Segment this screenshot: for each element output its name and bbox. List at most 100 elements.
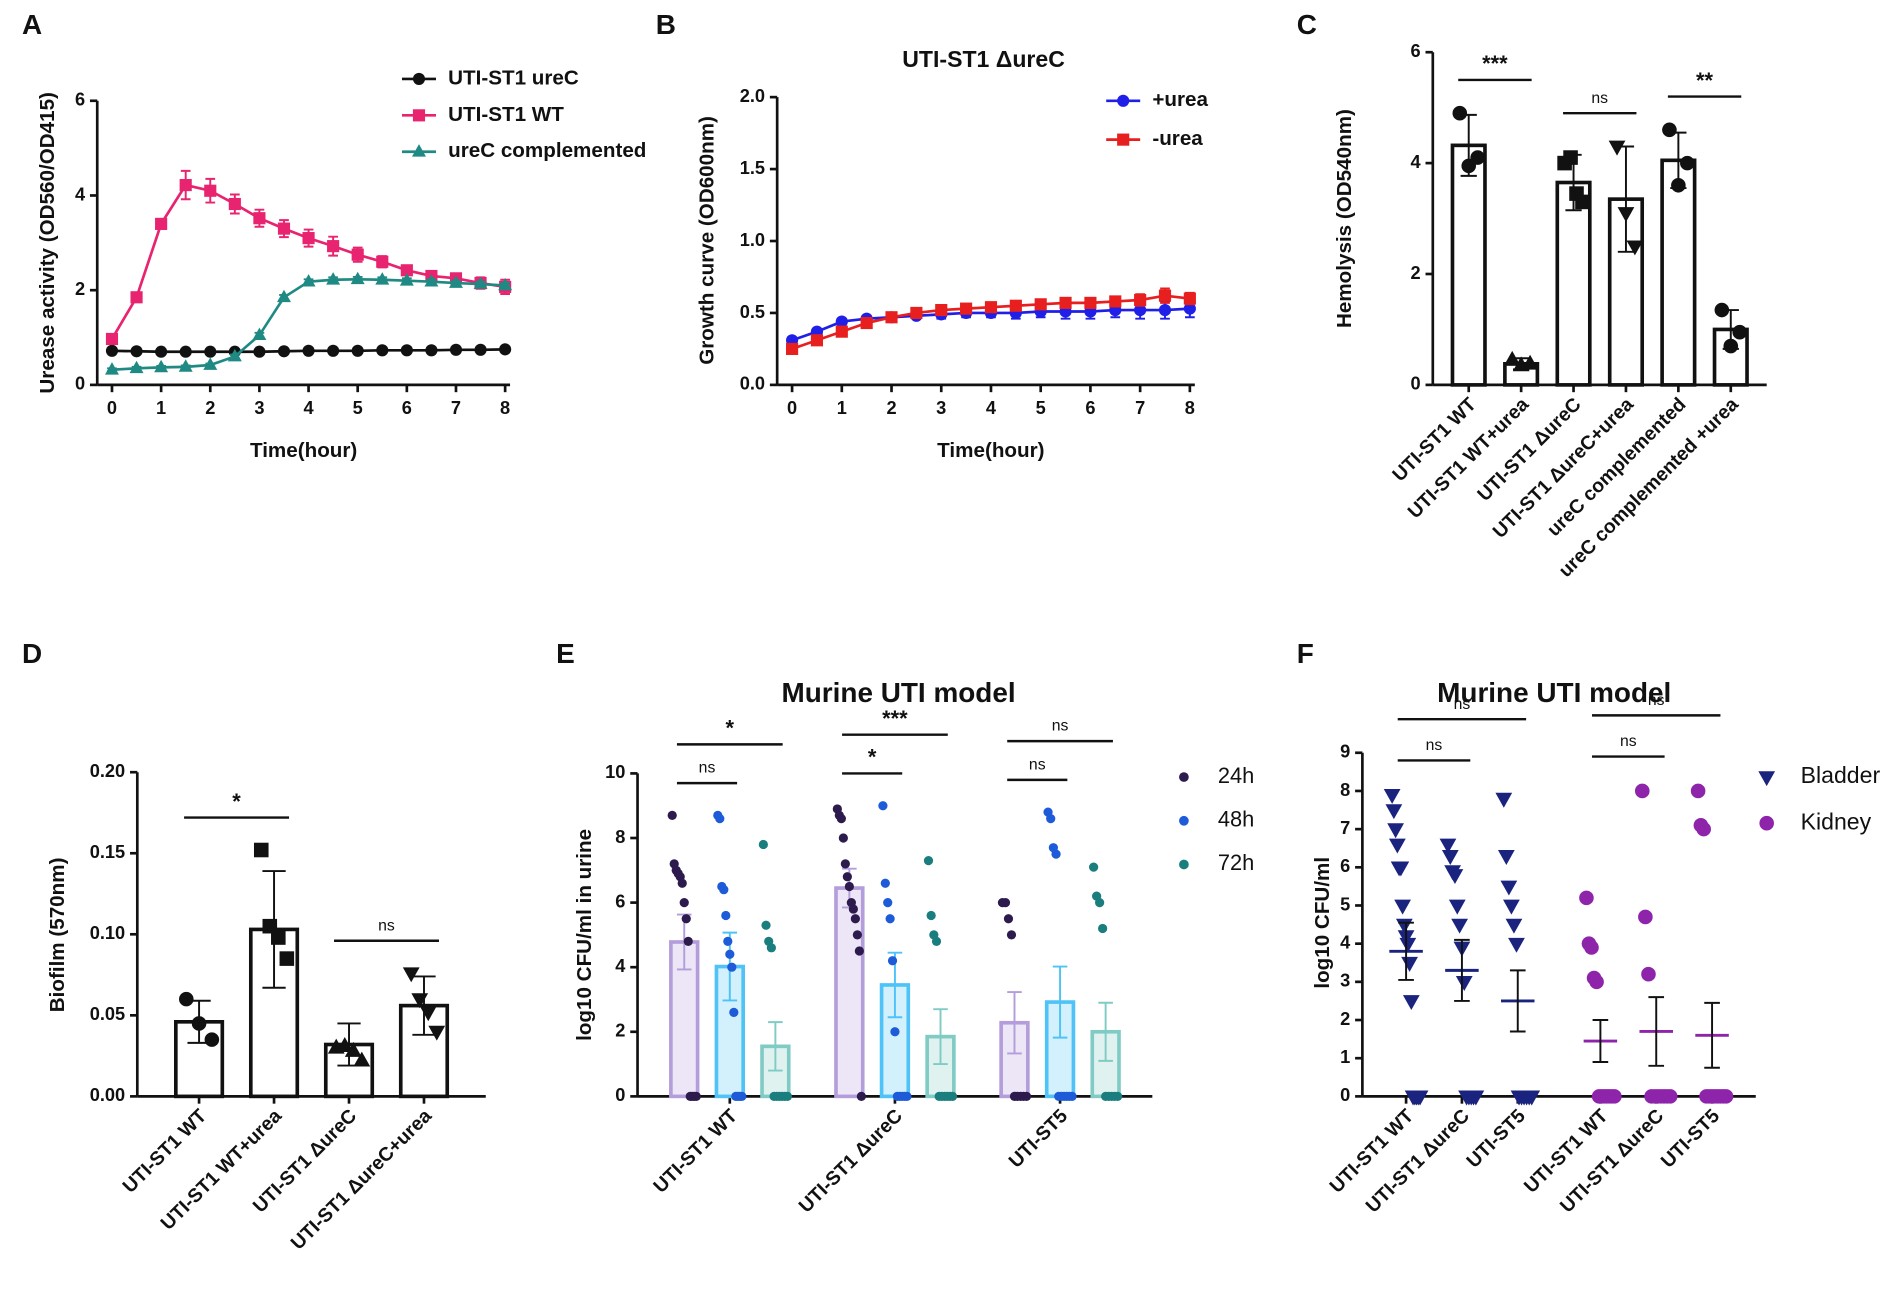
data-point — [1638, 909, 1653, 925]
data-point — [1084, 296, 1097, 309]
significance-label: ns — [1052, 718, 1069, 735]
data-point — [129, 360, 144, 374]
data-point — [835, 325, 848, 338]
data-point — [279, 951, 295, 966]
data-point — [1006, 930, 1017, 940]
y-tick-label: 4 — [1411, 152, 1422, 172]
data-point — [1718, 1089, 1734, 1104]
significance-label: ** — [1696, 68, 1714, 93]
data-point — [885, 311, 898, 324]
significance-label: ns — [1426, 737, 1443, 754]
data-point — [419, 1006, 437, 1022]
data-point — [179, 345, 192, 358]
data-point — [1589, 974, 1604, 990]
data-point — [1009, 299, 1022, 312]
data-point — [344, 1041, 362, 1057]
y-tick-label: 0 — [615, 1085, 625, 1105]
x-tick-label: 8 — [1185, 398, 1195, 418]
significance-label: *** — [882, 706, 908, 731]
data-point — [1671, 177, 1686, 193]
y-tick-label: 0.10 — [90, 923, 125, 943]
data-point — [104, 362, 119, 375]
error-bar — [1704, 1001, 1720, 1069]
data-point — [1051, 849, 1061, 859]
data-point — [204, 1032, 220, 1047]
legend-marker — [1179, 859, 1189, 870]
legend-label: 72h — [1218, 850, 1254, 875]
x-tick-label: UTI-ST1 ΔureC — [1556, 1105, 1668, 1217]
y-tick-label: 5 — [1340, 894, 1350, 914]
data-point — [277, 222, 291, 235]
x-tick-label: 3 — [936, 398, 946, 418]
data-point — [835, 315, 848, 328]
data-point — [1394, 899, 1411, 915]
data-point — [737, 1091, 747, 1101]
y-axis-label: Growth curve (OD600nm) — [695, 116, 718, 365]
data-point — [935, 303, 948, 317]
data-point — [1158, 303, 1172, 317]
legend-marker — [1179, 772, 1189, 782]
data-point — [887, 956, 898, 966]
data-point — [1388, 838, 1406, 854]
data-point — [499, 343, 512, 356]
data-point — [1034, 298, 1047, 311]
panel-letter: B — [656, 9, 676, 40]
data-point — [411, 993, 429, 1009]
data-point — [353, 1051, 371, 1067]
data-point — [947, 1091, 958, 1101]
x-tick-label: 5 — [1036, 398, 1046, 418]
data-point — [1109, 295, 1122, 308]
data-point — [723, 936, 733, 946]
y-tick-label: 0 — [1411, 374, 1421, 394]
error-bar — [1007, 991, 1022, 1055]
significance-label: ns — [1454, 696, 1471, 713]
data-point — [1392, 861, 1410, 877]
data-point — [130, 345, 143, 358]
panel-letter: A — [22, 9, 42, 40]
series-line — [110, 183, 506, 340]
data-point — [1575, 194, 1590, 210]
data-point — [1508, 937, 1525, 953]
data-point — [375, 272, 390, 285]
data-point — [302, 344, 315, 357]
data-point — [885, 914, 895, 924]
legend-marker — [1117, 133, 1130, 146]
data-point — [376, 344, 389, 357]
y-tick-label: 0.00 — [90, 1085, 125, 1105]
data-point — [1584, 940, 1599, 955]
data-point — [1503, 350, 1521, 366]
x-tick-label: 1 — [156, 398, 166, 418]
data-point — [1158, 289, 1172, 302]
data-point — [262, 918, 278, 934]
data-point — [681, 914, 691, 924]
data-point — [960, 302, 973, 315]
x-tick-label: 7 — [451, 398, 461, 418]
error-bar — [1454, 938, 1470, 1002]
error-bar — [1648, 996, 1665, 1067]
data-point — [400, 264, 413, 277]
y-axis-label: Urease activity (OD560/OD415) — [36, 92, 59, 394]
data-point — [1059, 296, 1072, 309]
error-bar — [1398, 921, 1414, 981]
y-tick-label: 1 — [1340, 1047, 1350, 1067]
data-point — [923, 856, 934, 866]
y-tick-label: 8 — [615, 827, 625, 847]
data-point — [848, 904, 858, 914]
data-point — [1732, 324, 1747, 340]
error-bar — [768, 1021, 783, 1072]
panel-letter: F — [1297, 638, 1314, 669]
data-point — [1046, 814, 1056, 824]
legend-label: ureC complemented — [448, 139, 646, 162]
data-point — [1641, 966, 1656, 982]
data-point — [1634, 783, 1650, 799]
data-point — [1089, 862, 1099, 872]
legend-marker — [412, 109, 426, 122]
data-point — [856, 1091, 866, 1101]
data-point — [1095, 897, 1105, 908]
error-bar — [1052, 965, 1068, 1039]
x-tick-label: 4 — [986, 398, 997, 418]
data-point — [1455, 976, 1473, 991]
x-tick-label: 8 — [500, 398, 510, 418]
error-bar — [1592, 1019, 1609, 1063]
